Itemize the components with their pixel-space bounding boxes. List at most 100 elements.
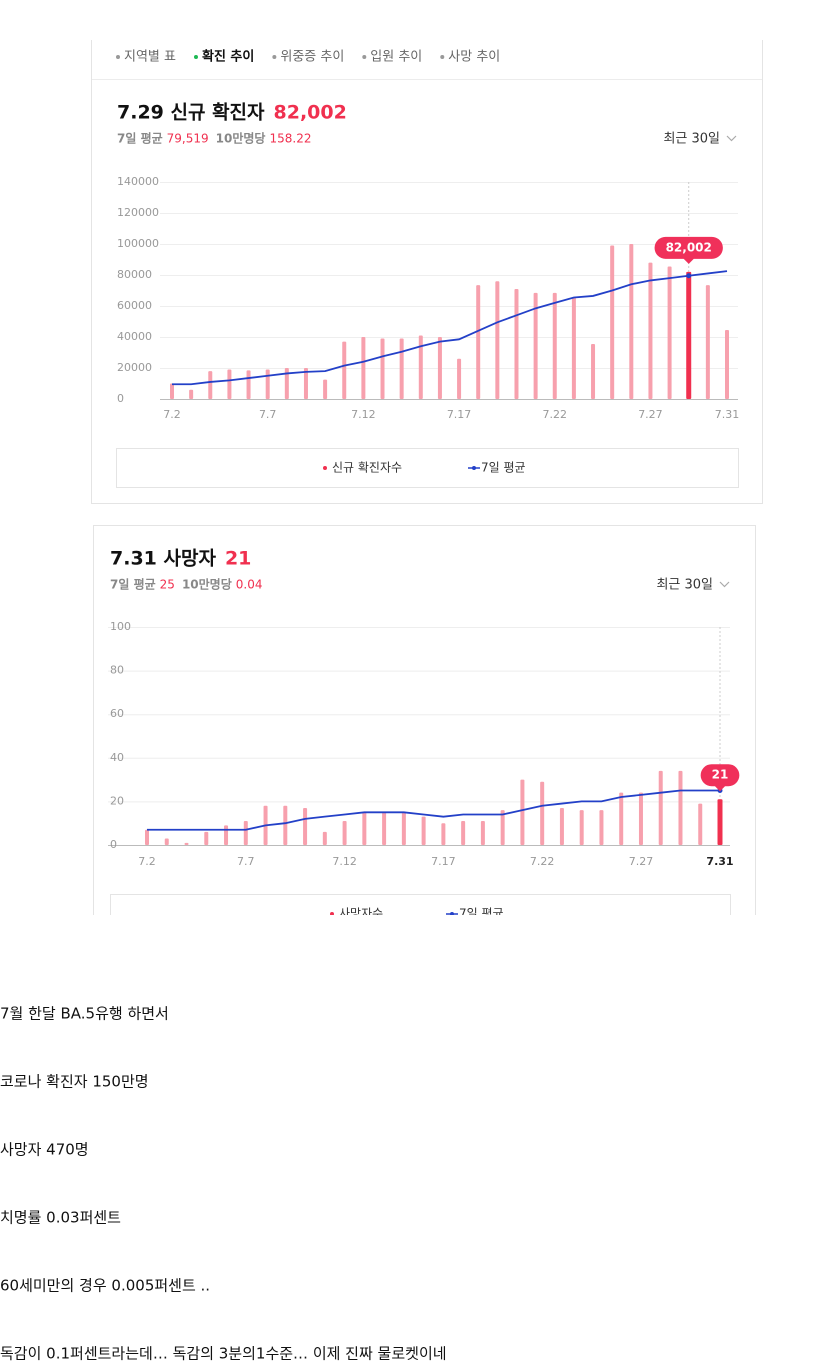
legend-label: 7일 평균 xyxy=(459,907,504,921)
summary-label: 7일 평균 xyxy=(110,578,156,592)
tab[interactable]: 지역별 표 xyxy=(124,50,176,65)
bar xyxy=(284,368,289,399)
bar xyxy=(686,271,692,399)
legend-swatch xyxy=(323,466,327,470)
legend-swatch xyxy=(450,912,454,915)
y-tick-label: 140000 xyxy=(117,175,159,188)
bar xyxy=(246,370,251,399)
bar xyxy=(303,807,308,845)
summary-value: 0.04 xyxy=(236,578,263,592)
bar xyxy=(705,285,710,399)
bar xyxy=(495,281,500,399)
bar xyxy=(208,371,213,399)
y-tick-label: 120000 xyxy=(117,206,159,219)
bar xyxy=(667,266,672,399)
legend-swatch xyxy=(472,466,476,470)
x-tick-label: 7.12 xyxy=(332,855,357,868)
tab[interactable]: 위중증 추이 xyxy=(280,50,344,65)
chart-title: 7.29 신규 확진자 xyxy=(117,101,265,124)
summary-value: 25 xyxy=(160,578,175,592)
tab-bullet xyxy=(116,55,120,59)
legend-box xyxy=(110,894,731,915)
bar xyxy=(401,812,406,845)
line-point xyxy=(686,273,692,279)
bar xyxy=(323,379,328,399)
line-series xyxy=(172,270,728,386)
y-tick-label: 80000 xyxy=(117,268,152,281)
post-line: 코로나 확진자 150만명 xyxy=(0,1073,149,1091)
bar xyxy=(164,838,169,845)
summary-label: 7일 평균 xyxy=(117,132,163,146)
bar xyxy=(540,781,545,845)
y-tick-label: 0 xyxy=(117,392,124,405)
post-line: 사망자 470명 xyxy=(0,1141,89,1159)
callout xyxy=(654,236,723,264)
bar xyxy=(437,337,442,399)
tab-bullet xyxy=(440,55,445,59)
chart-title: 7.31 사망자 xyxy=(110,548,216,570)
line-series xyxy=(147,789,720,831)
bar xyxy=(725,330,729,399)
bar xyxy=(441,823,446,845)
x-tick-label: 7.27 xyxy=(638,408,663,421)
x-tick-label: 7.31 xyxy=(706,855,733,868)
y-tick-label: 0 xyxy=(110,838,117,851)
bar xyxy=(322,831,327,845)
y-tick-label: 20 xyxy=(110,794,124,807)
tab[interactable]: 사망 추이 xyxy=(448,50,500,65)
tab[interactable]: 확진 추이 xyxy=(202,49,254,65)
bar xyxy=(638,792,643,845)
x-tick-label: 7.7 xyxy=(259,408,277,421)
legend-label: 사망자수 xyxy=(339,907,383,921)
bar xyxy=(461,821,466,845)
post-line: 7월 한달 BA.5유행 하면서 xyxy=(0,1005,169,1023)
bar xyxy=(648,262,653,399)
tab-bullet xyxy=(193,55,198,59)
bar xyxy=(571,297,576,399)
headline-value: 82,002 xyxy=(274,102,347,124)
y-tick-label: 60 xyxy=(110,707,124,720)
bar xyxy=(678,770,683,845)
tab-bullet xyxy=(362,55,367,59)
chevron xyxy=(719,581,730,588)
bar xyxy=(342,821,347,845)
summary-value: 158.22 xyxy=(269,132,311,146)
panel-deaths: 7.31 사망자 21 7일 평균 25 10만명당 0.04 최근 30일 0 20 40 60 8… xyxy=(93,525,756,921)
y-tick-label: 40 xyxy=(110,751,124,764)
chevron xyxy=(726,135,737,142)
x-tick-label: 7.12 xyxy=(351,408,376,421)
x-tick-label: 7.22 xyxy=(530,855,555,868)
bar xyxy=(224,825,229,845)
period-select[interactable]: 최근 30일 xyxy=(663,132,720,147)
x-tick-label: 7.22 xyxy=(543,408,568,421)
x-tick-label: 7.27 xyxy=(629,855,654,868)
value-label: 21 xyxy=(712,768,729,782)
tab-bullet xyxy=(272,55,277,59)
post-line: 60세미만의 경우 0.005퍼센트 .. xyxy=(0,1277,210,1295)
legend-label: 신규 확진자수 xyxy=(332,461,402,475)
x-tick-label: 7.31 xyxy=(715,408,740,421)
bar xyxy=(361,337,366,399)
x-tick-label: 7.2 xyxy=(163,408,181,421)
bar xyxy=(184,842,189,845)
bar xyxy=(457,358,462,399)
summary-value: 79,519 xyxy=(167,132,209,146)
x-tick-label: 7.7 xyxy=(237,855,255,868)
legend-swatch xyxy=(330,912,334,915)
y-tick-label: 20000 xyxy=(117,361,152,374)
bar xyxy=(559,807,564,845)
bar xyxy=(189,389,194,399)
value-label: 82,002 xyxy=(666,240,712,254)
bar xyxy=(145,829,149,845)
summary-label: 10만명당 xyxy=(216,131,266,146)
bar xyxy=(619,792,624,845)
tab[interactable]: 입원 추이 xyxy=(370,50,422,65)
headline-value: 21 xyxy=(225,548,251,570)
bar xyxy=(658,770,663,845)
bar xyxy=(227,369,232,399)
period-select[interactable]: 최근 30일 xyxy=(656,578,713,593)
y-tick-label: 100 xyxy=(110,620,131,633)
bar xyxy=(599,810,604,845)
bar xyxy=(170,383,174,399)
